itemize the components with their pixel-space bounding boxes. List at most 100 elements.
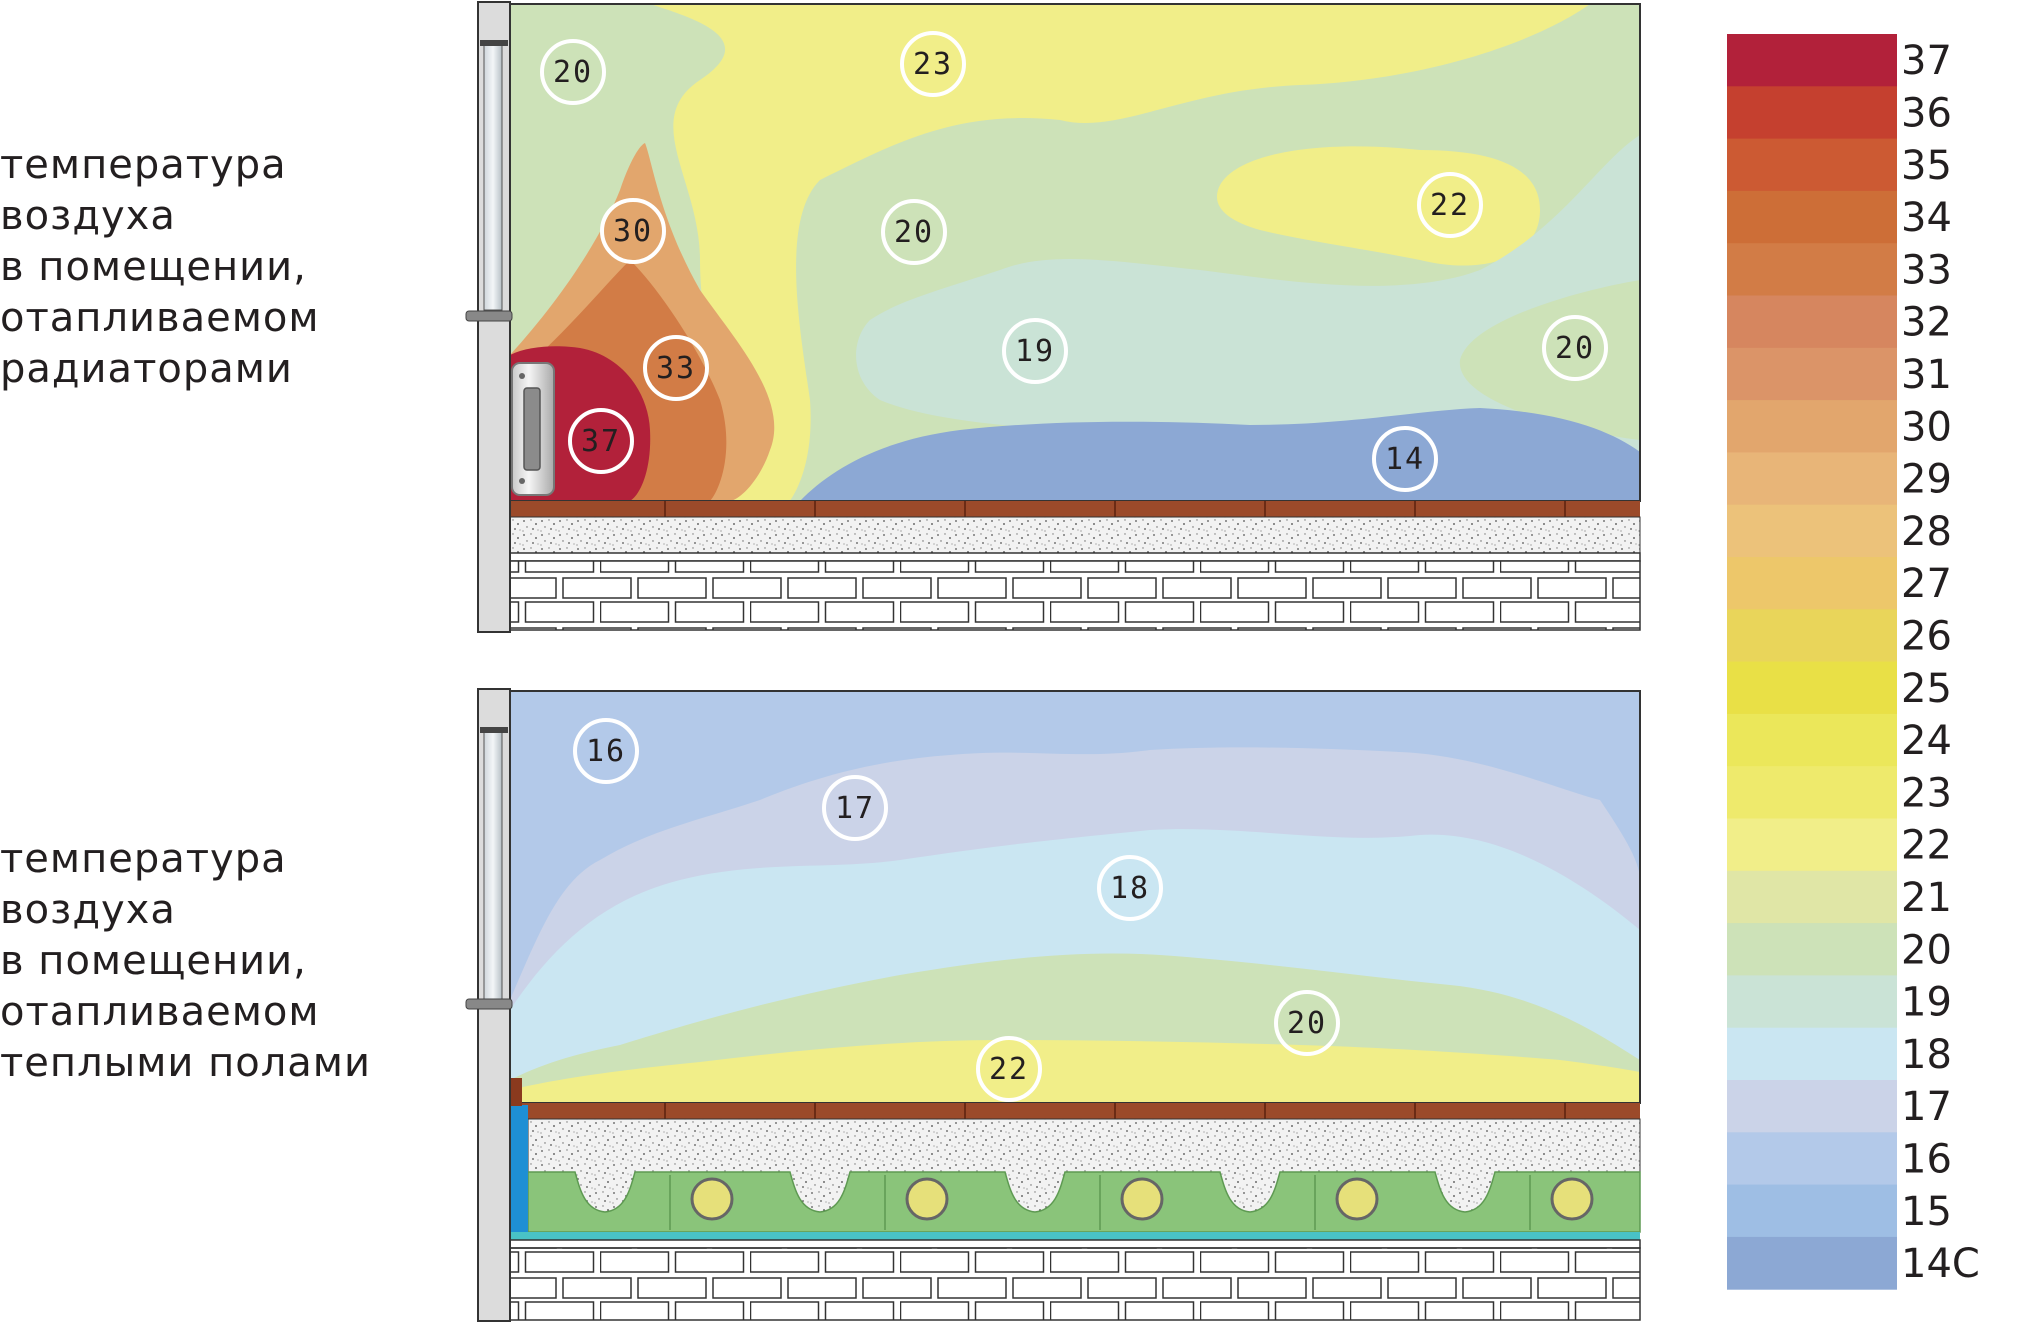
scale-label: 28: [1901, 509, 1952, 555]
temperature-label: 16: [586, 734, 626, 769]
temperature-label: 30: [613, 214, 653, 249]
caption-floor-line: воздуха: [0, 887, 176, 933]
floor-tile-joints: [664, 1103, 1566, 1119]
scale-label: 17: [1901, 1084, 1952, 1130]
scale-swatch: [1727, 243, 1897, 296]
zone-20-right: [1459, 280, 1640, 440]
scale-label: 37: [1901, 38, 1952, 84]
scale-label: 15: [1901, 1189, 1952, 1235]
zone-23: [650, 4, 1590, 501]
vapor-barrier: [510, 1232, 1640, 1240]
temperature-marker: [1002, 318, 1068, 384]
temperature-marker: [822, 775, 888, 841]
temperature-label: 17: [835, 791, 875, 826]
scale-label: 24: [1901, 718, 1952, 764]
scale-label: 32: [1901, 300, 1952, 346]
scale-swatch: [1727, 452, 1897, 506]
scale-swatch: [1727, 347, 1897, 401]
floor-tile-joints: [664, 501, 1566, 517]
scale-label: 20: [1901, 927, 1952, 973]
edge-insulation-strip: [510, 1105, 528, 1232]
caption-radiators-line: температура: [0, 142, 287, 188]
radiator-icon: [511, 362, 555, 496]
window-glass: [483, 41, 503, 311]
temperature-marker: [643, 335, 709, 401]
temperature-marker: [1542, 315, 1608, 381]
heating-pipes: [690, 1177, 1594, 1221]
temperature-label: 20: [553, 55, 593, 90]
temperature-label: 14: [1385, 442, 1425, 477]
floor-heating-room-panel: 16 17 18 20 22: [465, 688, 1641, 1322]
scale-label: 30: [1901, 404, 1952, 450]
base-layer: [509, 1239, 1641, 1249]
window-sill: [465, 998, 513, 1010]
floor-room-heatmap: [510, 691, 1640, 1103]
scale-swatch: [1727, 818, 1897, 872]
temperature-marker: [900, 31, 966, 97]
scale-label: 34: [1901, 195, 1952, 241]
scale-swatch: [1727, 86, 1897, 140]
scale-swatch: [1727, 400, 1897, 453]
scale-label: 23: [1901, 770, 1952, 816]
scale-label: 19: [1901, 980, 1952, 1026]
scale-label: 31: [1901, 352, 1952, 398]
caption-floor-line: в помещении,: [0, 938, 307, 984]
scale-label: 27: [1901, 561, 1952, 607]
slab-bricks: [509, 560, 1641, 631]
radiator-room-panel: 20 23 30 20 22 33 19 20 37 14: [465, 1, 1641, 633]
scale-swatch: [1727, 34, 1897, 87]
scale-swatch: [1727, 504, 1897, 558]
temperature-marker: [568, 408, 634, 474]
scale-label: 35: [1901, 143, 1952, 189]
screed-layer: [509, 516, 1641, 554]
zone-22: [510, 1040, 1640, 1103]
caption-radiators-line: радиаторами: [0, 346, 293, 392]
scale-label: 25: [1901, 666, 1952, 712]
temperature-label: 33: [656, 351, 696, 386]
scale-label: 21: [1901, 875, 1952, 921]
temperature-label: 19: [1015, 334, 1055, 369]
scale-swatch: [1727, 1132, 1897, 1186]
scale-swatch: [1727, 1236, 1897, 1290]
caption-radiators-line: в помещении,: [0, 244, 307, 290]
temperature-label: 22: [989, 1052, 1029, 1087]
scale-label: 14C: [1901, 1241, 1980, 1287]
heating-pipe-icon: [1120, 1177, 1164, 1221]
skirting-board: [508, 1078, 522, 1106]
radiator-room-heatmap: [510, 4, 1640, 501]
temperature-label: 23: [913, 47, 953, 82]
panel-joints: [669, 1175, 1531, 1230]
window-glass: [483, 728, 503, 1000]
scale-swatch: [1727, 557, 1897, 610]
scale-label: 16: [1901, 1136, 1952, 1182]
scale-swatch: [1727, 295, 1897, 349]
temperature-marker: [1372, 426, 1438, 492]
scale-swatch: [1727, 1080, 1897, 1133]
scale-swatch: [1727, 870, 1897, 924]
heating-pipe-icon: [1335, 1177, 1379, 1221]
caption-floor-line: теплыми полами: [0, 1040, 371, 1086]
scale-label: 36: [1901, 90, 1952, 136]
scale-swatch: [1727, 766, 1897, 819]
scale-label: 29: [1901, 457, 1952, 503]
temperature-marker: [976, 1036, 1042, 1102]
scale-swatch: [1727, 609, 1897, 663]
temperature-label: 20: [1287, 1006, 1327, 1041]
slab-bricks: [509, 1247, 1641, 1321]
scale-swatch: [1727, 713, 1897, 767]
scale-swatch: [1727, 923, 1897, 976]
floor-room-temperature-labels: 16 17 18 20 22: [573, 718, 1340, 1102]
window-frame-top: [480, 727, 508, 733]
temperature-marker: [1274, 990, 1340, 1056]
caption-floor-heating: температура воздуха в помещении, отаплив…: [0, 834, 371, 1089]
temperature-marker: [600, 198, 666, 264]
temperature-marker: [1417, 172, 1483, 238]
caption-radiators-line: отапливаемом: [0, 295, 320, 341]
temperature-marker: [573, 718, 639, 784]
scale-swatch: [1727, 975, 1897, 1029]
heating-pipe-icon: [690, 1177, 734, 1221]
heating-pipe-icon: [905, 1177, 949, 1221]
temperature-marker: [881, 199, 947, 265]
temperature-label: 20: [1555, 331, 1595, 366]
